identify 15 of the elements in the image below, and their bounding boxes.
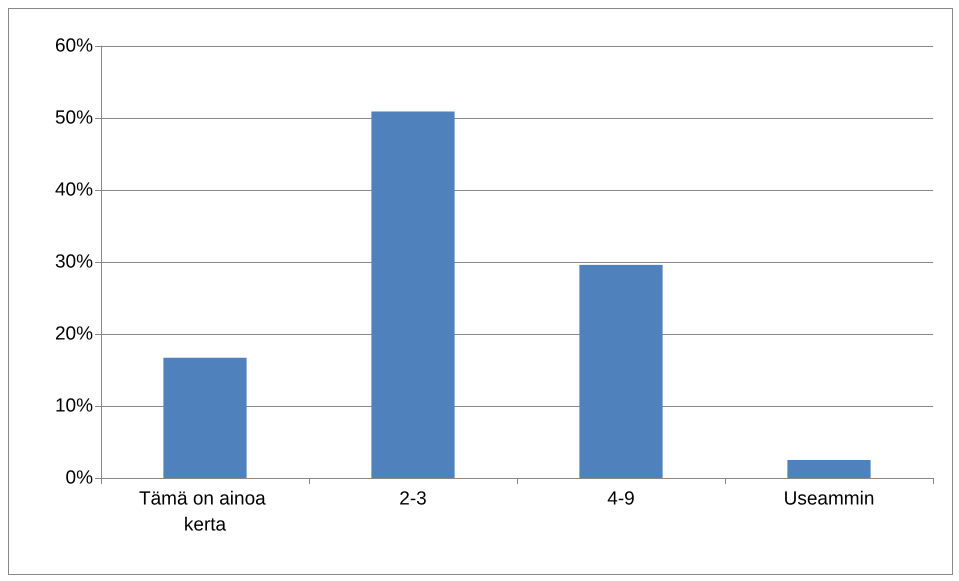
y-tick-label: 0% (66, 468, 94, 488)
bar (371, 112, 455, 478)
x-tick-label: Tämä on ainoa kerta (138, 488, 272, 536)
y-tick-label: 10% (54, 396, 94, 416)
bar (163, 358, 247, 478)
x-tick-label: 2-3 (399, 488, 427, 510)
y-tick-label: 20% (54, 324, 94, 344)
y-tick-label: 40% (54, 180, 94, 200)
y-tick-label: 30% (54, 252, 94, 272)
x-tick-label: Useammin (784, 488, 874, 510)
x-tick-label: 4-9 (607, 488, 635, 510)
y-tick-label: 60% (54, 36, 94, 56)
bar (787, 460, 871, 478)
y-tick-label: 50% (54, 108, 94, 128)
bar (579, 264, 663, 478)
